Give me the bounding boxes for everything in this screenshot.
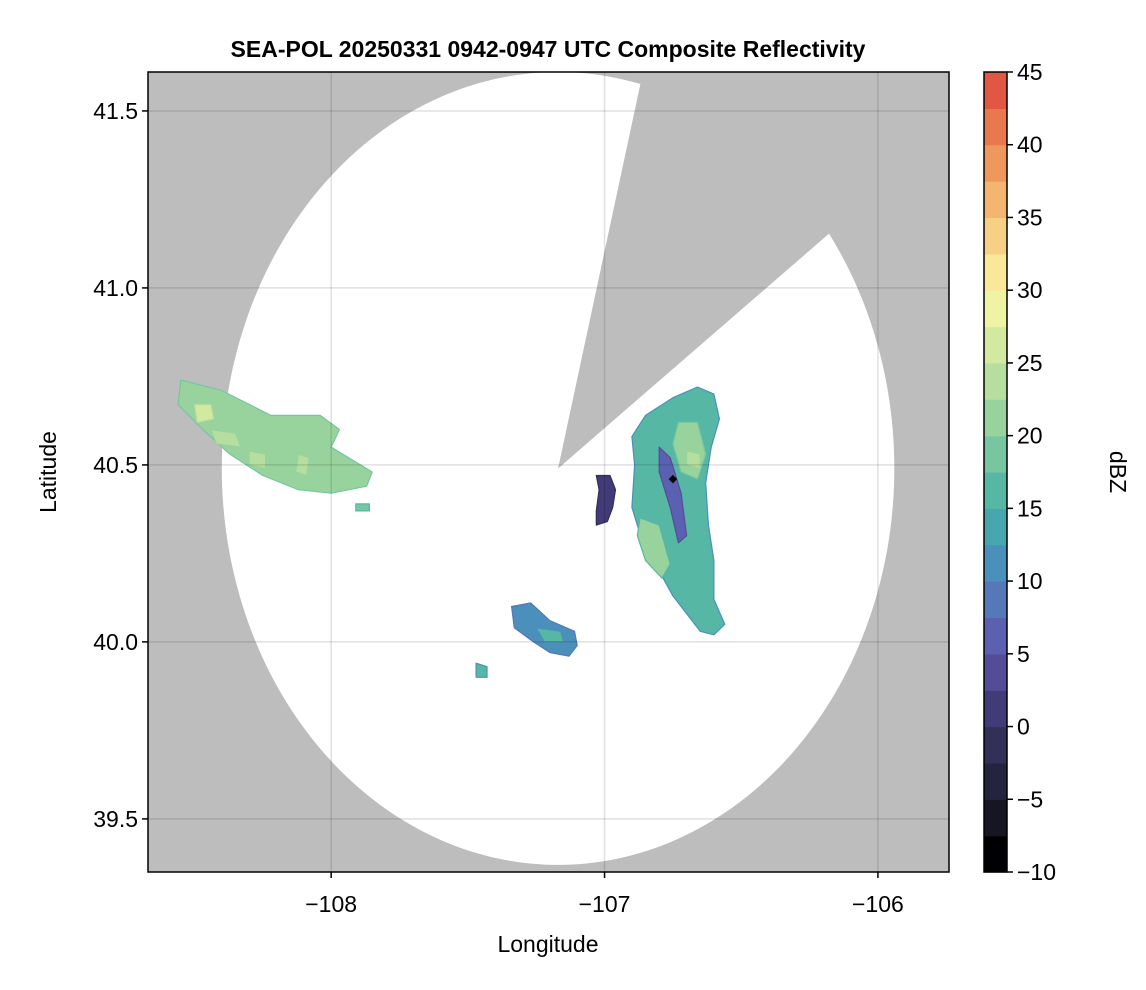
colorbar-swatch [984,181,1007,219]
colorbar-swatch [984,362,1007,400]
colorbar-tick-label: 30 [1017,277,1043,303]
colorbar-swatch [984,435,1007,473]
radar-coverage [221,72,895,865]
y-axis-label: Latitude [35,431,61,513]
echo-south-small-echo [475,662,488,678]
y-axis-ticks: 39.5 40.0 40.5 41.0 41.5 [93,98,148,832]
echo-east-band-core-max [685,450,701,470]
x-tick-label: −107 [579,891,631,917]
colorbar-swatch [984,399,1007,437]
colorbar-tick-label: 5 [1017,641,1030,667]
echo-central-blue-echo [595,474,617,526]
radar-site-marker [668,474,678,484]
echo-west-cluster-core3 [248,450,267,470]
echo-west-cluster-core1 [193,404,215,423]
colorbar-swatch [984,835,1007,873]
y-tick-label: 41.5 [93,98,138,124]
colorbar-swatch [984,581,1007,619]
echo-east-band-core-south [636,517,671,579]
colorbar-swatch [984,253,1007,291]
plot-area [148,72,949,872]
echo-east-band-blue-lane [658,446,688,544]
echo-west-cluster-core2 [210,428,242,448]
y-tick-label: 40.5 [93,452,138,478]
colorbar-tick-label: 15 [1017,495,1043,521]
colorbar-swatch [984,72,1007,109]
chart-title: SEA-POL 20250331 0942-0947 UTC Composite… [231,36,866,62]
colorbar-swatch [984,508,1007,546]
echo-west-cluster-core4 [295,453,310,477]
colorbar-tick-label: −10 [1017,859,1056,885]
colorbar-tick-label: 35 [1017,204,1043,230]
y-tick-label: 41.0 [93,275,138,301]
colorbar-swatch [984,799,1007,837]
colorbar [983,71,1008,873]
colorbar-label: dBZ [1105,451,1131,493]
grid-lines [148,72,949,872]
colorbar-swatch [984,544,1007,582]
colorbar-swatch [984,217,1007,255]
plot-frame [147,71,950,873]
colorbar-tick-label: 40 [1017,132,1043,158]
colorbar-frame [983,71,1008,873]
echo-west-cluster [177,379,373,494]
colorbar-tick-label: 0 [1017,714,1030,740]
colorbar-swatch [984,290,1007,328]
y-tick-label: 40.0 [93,629,138,655]
colorbar-tick-label: 20 [1017,423,1043,449]
x-tick-label: −108 [305,891,357,917]
colorbar-swatch [984,472,1007,509]
colorbar-swatch [984,144,1007,182]
colorbar-ticks: −10 −5 0 5 10 15 20 25 30 35 40 45 [1007,59,1056,885]
x-tick-label: −106 [852,891,904,917]
x-axis-ticks: −108 −107 −106 [305,872,904,917]
echo-south-echo-core [535,627,565,643]
echo-layer [177,379,726,678]
colorbar-swatch [984,617,1007,655]
colorbar-swatch [984,108,1007,146]
colorbar-tick-label: 25 [1017,350,1043,376]
colorbar-swatch [984,690,1007,728]
x-axis-label: Longitude [497,931,598,957]
colorbar-tick-label: 45 [1017,59,1043,85]
colorbar-tick-label: 10 [1017,568,1043,594]
y-tick-label: 39.5 [93,806,138,832]
colorbar-swatch [984,326,1007,364]
colorbar-swatch [984,762,1007,800]
colorbar-swatch [984,726,1007,764]
echo-west-speck [355,503,370,512]
colorbar-tick-label: −5 [1017,786,1043,812]
colorbar-swatch [984,653,1007,691]
